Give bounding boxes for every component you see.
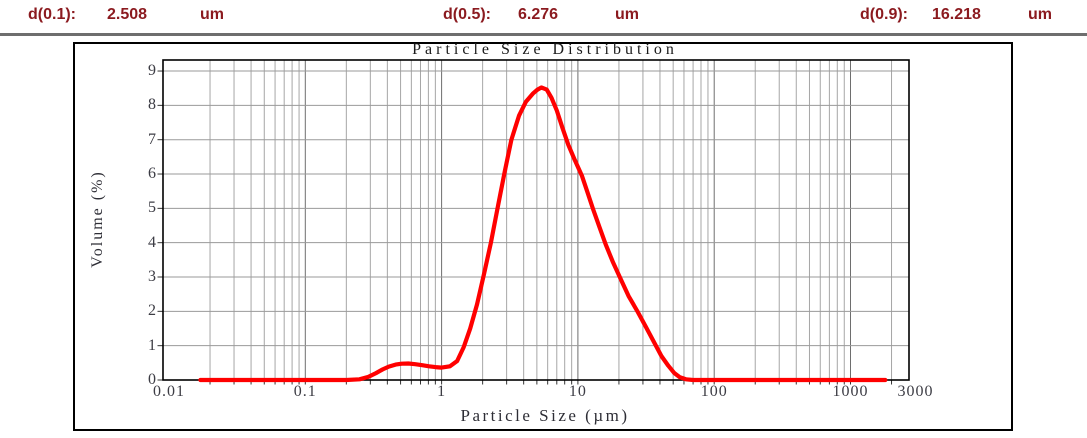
d50-value: 6.276	[518, 6, 559, 23]
y-tick-label: 9	[148, 62, 157, 80]
y-tick-label: 1	[148, 336, 157, 354]
x-axis-title: Particle Size (µm)	[460, 406, 630, 425]
y-tick-label: 3	[148, 268, 157, 285]
y-tick-label: 5	[148, 199, 157, 217]
y-axis-title: Volume (%)	[89, 170, 106, 268]
x-tick-label: 0.01	[153, 383, 185, 400]
d10-label: d(0.1):	[28, 6, 76, 23]
plot-border	[162, 59, 910, 381]
d10-unit: um	[200, 6, 224, 23]
distribution-curve	[198, 85, 888, 383]
x-tick-label: 0.1	[293, 383, 317, 400]
x-tick-label: 1	[437, 383, 447, 400]
d90-unit: um	[1028, 6, 1052, 23]
y-tick-label: 0	[148, 371, 157, 388]
y-tick-label: 4	[148, 233, 157, 251]
x-tick-label: 3000	[897, 383, 934, 400]
y-tick-label: 7	[148, 130, 157, 148]
chart-title: Particle Size Distribution	[412, 41, 678, 58]
d90-label: d(0.9):	[860, 6, 908, 23]
header-divider	[0, 33, 1087, 36]
y-tick-label: 8	[148, 96, 157, 114]
d50-unit: um	[615, 6, 639, 23]
y-tick-label: 2	[148, 302, 157, 320]
x-tick-label: 1000	[832, 383, 869, 400]
d90-value: 16.218	[932, 6, 981, 23]
d50-label: d(0.5):	[443, 6, 491, 23]
x-tick-label: 10	[568, 383, 587, 400]
chart-frame	[73, 42, 1013, 431]
d10-value: 2.508	[107, 6, 148, 23]
x-tick-label: 100	[700, 383, 728, 400]
y-tick-label: 6	[148, 165, 157, 183]
